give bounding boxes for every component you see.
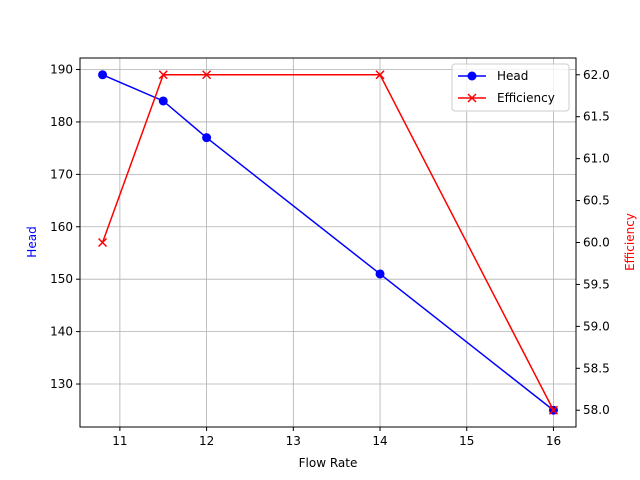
legend-efficiency-marker-icon — [467, 93, 477, 103]
efficiency-marker — [202, 70, 212, 80]
y-tick-label: 130 — [50, 377, 73, 391]
y-tick-label: 190 — [50, 63, 73, 77]
legend: Head Efficiency — [451, 63, 570, 112]
x-tick-label: 16 — [546, 434, 561, 448]
y-axis-right: 58.0 58.5 59.0 59.5 60.0 60.5 61.0 61.5 62.0 — [576, 68, 610, 417]
x-tick-label: 12 — [199, 434, 214, 448]
x-tick-label: 15 — [459, 434, 474, 448]
legend-head-label: Head — [497, 69, 528, 83]
series-group — [98, 70, 558, 415]
x-axis-label: Flow Rate — [299, 456, 358, 470]
y-axis-label-left: Head — [25, 226, 39, 257]
y-tick-label: 140 — [50, 325, 73, 339]
legend-head-marker-icon — [467, 71, 477, 81]
y-tick-label: 170 — [50, 167, 73, 181]
y2-tick-label: 58.5 — [583, 361, 610, 375]
y2-tick-label: 59.0 — [583, 319, 610, 333]
y-tick-label: 150 — [50, 272, 73, 286]
y2-tick-label: 60.5 — [583, 194, 610, 208]
y-tick-label: 180 — [50, 115, 73, 129]
efficiency-marker — [375, 70, 385, 80]
y-axis-label-right: Efficiency — [623, 213, 637, 271]
head-marker — [375, 269, 385, 279]
y2-tick-label: 62.0 — [583, 68, 610, 82]
plot-area — [80, 58, 576, 427]
x-tick-label: 14 — [372, 434, 387, 448]
x-tick-label: 11 — [112, 434, 127, 448]
legend-efficiency-label: Efficiency — [497, 91, 555, 105]
y2-tick-label: 61.5 — [583, 110, 610, 124]
y2-tick-label: 60.0 — [583, 236, 610, 250]
y-axis-left: 130 140 150 160 170 180 190 — [50, 63, 80, 391]
head-marker — [202, 133, 212, 143]
efficiency-marker — [158, 70, 168, 80]
y2-tick-label: 58.0 — [583, 403, 610, 417]
x-tick-label: 13 — [286, 434, 301, 448]
y-tick-label: 160 — [50, 220, 73, 234]
efficiency-marker — [98, 237, 108, 248]
x-axis: 11 12 13 14 15 16 — [112, 427, 561, 448]
head-marker — [158, 96, 168, 106]
y2-tick-label: 61.0 — [583, 152, 610, 166]
efficiency-marker — [548, 405, 558, 415]
y2-tick-label: 59.5 — [583, 277, 610, 291]
head-marker — [98, 70, 108, 80]
